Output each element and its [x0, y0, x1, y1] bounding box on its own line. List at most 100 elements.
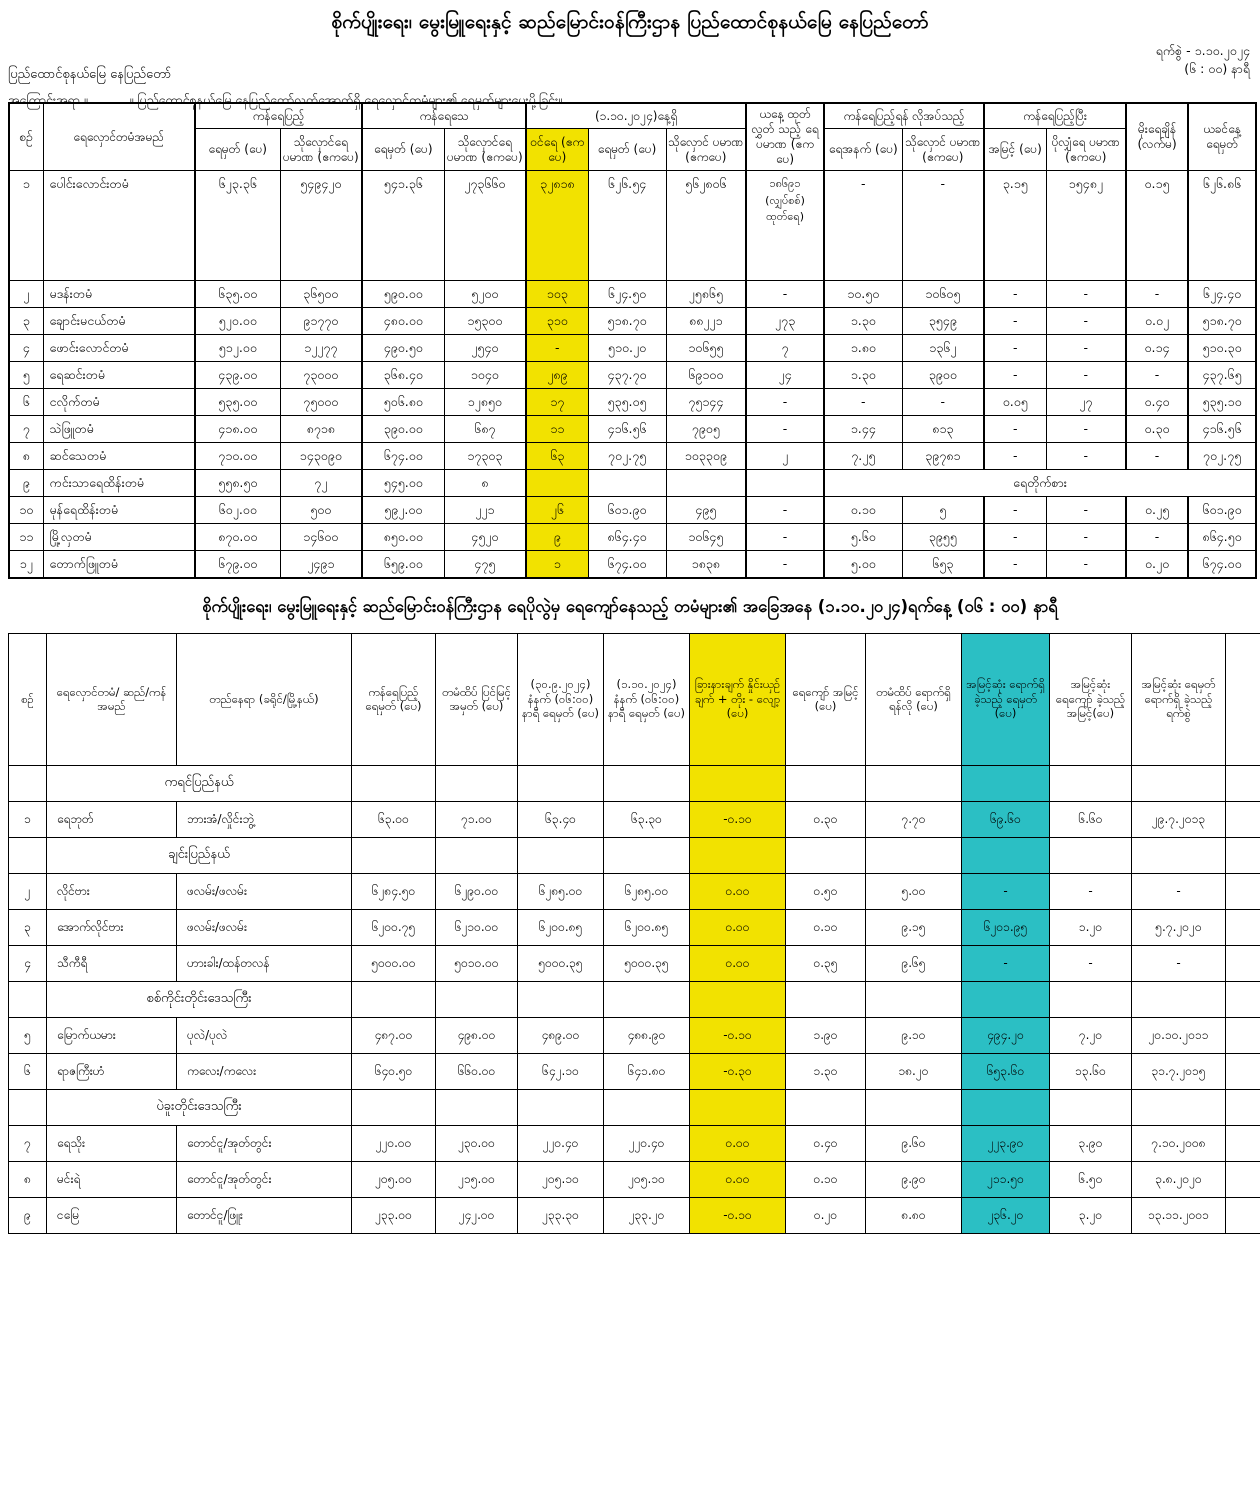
region-header-row: ပဲခူးတိုင်းဒေသကြီး [8, 1088, 1260, 1126]
dead-level: ၆၇၄.၀၀ [361, 442, 445, 470]
th2-max-date: အမြင့်ဆုံး ရေမှတ် ရောက်ရှိ ခဲ့သည့် ရက်စွ… [1131, 632, 1226, 766]
empty-cell [1049, 836, 1132, 874]
dam-name: ပေါင်းလောင်းတမံ [42, 170, 196, 281]
difference: ၀.၀၀ [689, 1124, 786, 1162]
empty-cell [435, 1088, 518, 1126]
rainfall: - [1125, 442, 1189, 470]
excess-level: - [983, 496, 1047, 524]
dead-level: ၅၀၆.၈၀ [361, 388, 445, 416]
table-row: ၁၂ တောက်ဖြူတမံ ၆၇၉.၀၀ ၂၄၉၁ ၆၅၉.၀၀ ၄၇၅၁၆၇၄.၀၀၁… [8, 550, 1258, 578]
today-level: ၆၃.၃၀ [603, 800, 690, 838]
table-row: ၆ငလိုက်တမံ ၅၃၅.၀၀ ၇၅၀၀၀ ၅၀၆.၈၀ ၁၂၈၅၀ ၁၇ ၅၃၅.၀၅… [8, 388, 1258, 416]
region-label: ပဲခူးတိုင်းဒေသကြီး [46, 1088, 352, 1126]
max-date: ၂၉.၇.၂၀၁၃ [1131, 800, 1226, 838]
dead-storage: ၁၇၃၀၃ [443, 442, 527, 470]
table1-group-header-row: စဉ် ရေလှောင်တမံအမည် ကန်ရေပြည့် ကန်ရေသေ (… [8, 102, 1258, 171]
table-row: ၁၁ မြို့လှတမံ ၈၇၀.၀၀ ၁၄၆၀၀ ၈၅၀.၀၀ ၄၅၂၀၉၈၆၄.၄၀… [8, 523, 1258, 551]
excess-storage: - [1045, 361, 1127, 389]
yesterday-level: ၄၁၆.၅၆ [1187, 415, 1258, 443]
full-storage: ၅၀၀ [279, 496, 363, 524]
full-level: ၆၂၃.၃၆ [194, 170, 281, 281]
dam-name: မြောက်ယမား [46, 1016, 177, 1054]
empty-cell [1049, 980, 1132, 1018]
full-level: ၆၃.၀၀ [351, 800, 436, 838]
crest-level: ၂၃၀.၀၀ [435, 1124, 518, 1162]
max-overflow: ၃.၉၀ [1049, 1124, 1132, 1162]
th2-full-level: ကန်ရေပြည့် ရေမှတ် (ပေ) [351, 632, 436, 766]
deficit-level: ၁.၈၀ [823, 334, 903, 362]
dam-name: မုန်ရေထိန်းတမံ [42, 496, 196, 524]
dead-level: ၅၄၁.၃၆ [361, 170, 445, 281]
max-level: ၆၂၀၁.၉၅ [961, 908, 1050, 946]
yesterday-level: ၆၂၆.၈၆ [1187, 170, 1258, 281]
today-storage: ၈၈၂၂၁ [665, 307, 747, 335]
max-level: - [961, 944, 1050, 982]
overflow-height: ၀.၃၅ [785, 944, 866, 982]
dam-name: ဆင်သေတမံ [42, 442, 196, 470]
th-outflow: ယနေ့ ထုတ်လွှတ် သည့် ရေပမာဏ (ဧကပေ) [745, 102, 825, 171]
table-row: ၄ဖောင်းလောင်တမံ ၅၁၂.၀၀ ၁၂၂၇၇ ၄၉၀.၅၀ ၂၅၄၀-၅၁၀… [8, 334, 1258, 362]
overflow-height: ၁.၃၀ [785, 1052, 866, 1090]
max-date: ၁၃.၁၁.၂၀၀၁ [1131, 1196, 1226, 1234]
dead-storage: ၁၅၃၀၀ [443, 307, 527, 335]
th2-no: စဉ် [8, 632, 47, 766]
inflow [525, 469, 589, 497]
today-level: ၂၃၃.၂၀ [603, 1196, 690, 1234]
row-index: ၁၀ [8, 496, 44, 524]
full-level: ၅၀၀၀.၀၀ [351, 944, 436, 982]
dam-name: မဒန်းတမံ [42, 280, 196, 308]
max-overflow: ၇.၂၀ [1049, 1016, 1132, 1054]
dam-name: ရေဆင်းတမံ [42, 361, 196, 389]
th-no: စဉ် [8, 102, 44, 171]
table-row: ၃ချောင်းမငယ်တမံ ၅၂၀.၀၀ ၉၁၇၇၀ ၄၈၀.၀၀ ၁၅၃၀၀ ၃၁၀… [8, 307, 1258, 335]
table-row: ၆ရာဇကြီးဟံ ကလေး/ကလေး ၆၄၀.၅၀ ၆၆၀.၀၀ ၆၄၂.၁၀ ၆၄၁… [8, 1052, 1260, 1090]
to-crest: ၇.၇၀ [865, 800, 962, 838]
dam-name: ဖောင်းလောင်တမံ [42, 334, 196, 362]
overflow-height: ၀.၁၀ [785, 1160, 866, 1198]
dam-name: သီကီရီ [46, 944, 177, 982]
full-storage: ၉၁၇၇၀ [279, 307, 363, 335]
dead-storage: ၅၂၀၀ [443, 280, 527, 308]
dead-storage: ၂၅၄၀ [443, 334, 527, 362]
prev-day-level: ၂၃၃.၃၀ [517, 1196, 604, 1234]
max-level: ၂၃၆.၂၀ [961, 1196, 1050, 1234]
th-deficit-storage: သိုလှောင် ပမာဏ (ဧကပေ) [901, 128, 985, 171]
empty-cell [689, 1088, 786, 1126]
dead-level: ၅၄၅.၀၀ [361, 469, 445, 497]
row-index: ၁ [8, 170, 44, 281]
to-crest: ၉.၆၅ [865, 944, 962, 982]
crest-level: ၅၀၁၀.၀၀ [435, 944, 518, 982]
empty-cell [689, 836, 786, 874]
today-storage: ၇၅၁၄၄ [665, 388, 747, 416]
dead-storage: ၄၇၅ [443, 550, 527, 578]
empty-cell [785, 980, 866, 1018]
excess-level: ၀.၀၅ [983, 388, 1047, 416]
remark: စိုးရိမ်ရန်မရှိပါ။ [1225, 1124, 1260, 1162]
today-level: ၆၂၀၀.၈၅ [603, 908, 690, 946]
empty-cell [1131, 980, 1226, 1018]
to-crest: ၈.၈၀ [865, 1196, 962, 1234]
today-storage: ၅၆၂၈၀၆ [665, 170, 747, 281]
rainfall: ၀.၂၀ [1125, 550, 1189, 578]
dam-name: မင်းရဲ [46, 1160, 177, 1198]
outflow: ၂၇၃ [745, 307, 825, 335]
row-index: ၆ [8, 388, 44, 416]
full-level: ၄၃၉.၀၀ [194, 361, 281, 389]
th2-dam: ရေလှောင်တမံ/ ဆည်/ကန်အမည် [46, 632, 177, 766]
today-level: ၄၈၈.၉၀ [603, 1016, 690, 1054]
location: ဟားခါး/ထန်တလန် [176, 944, 352, 982]
table-row: ၈ဆင်သေတမံ ၇၁၀.၀၀ ၁၄၃၀၉၀ ၆၇၄.၀၀ ၁၇၃၀၃ ၆၃ ၇၀၂.၇၅… [8, 442, 1258, 470]
excess-level: - [983, 307, 1047, 335]
th-rainfall: မိုးရေချိန် (လက်မ) [1125, 102, 1189, 171]
crest-level: ၆၂၁၀.၀၀ [435, 908, 518, 946]
th-dead-storage: သိုလှောင်ရေ ပမာဏ (ဧကပေ) [443, 128, 527, 171]
dam-name: အောက်လိုင်ဗား [46, 908, 177, 946]
max-overflow: ၆.၆၀ [1049, 800, 1132, 838]
table-row: ၉ငမြေ တောင်ငူ/ဖြူး ၂၃၃.၀၀ ၂၄၂.၀၀ ၂၃၃.၃၀ ၂၃၃.၂… [8, 1196, 1260, 1234]
today-storage: ၁၀၆၄၅ [665, 523, 747, 551]
today-level: ၆၂၄.၅၀ [587, 280, 667, 308]
th-dam-name: ရေလှောင်တမံအမည် [42, 102, 196, 171]
yesterday-level: ၆၀၁.၉၀ [1187, 496, 1258, 524]
max-level: ၄၉၄.၂၀ [961, 1016, 1050, 1054]
today-storage: ၁၀၃၃၀၉ [665, 442, 747, 470]
